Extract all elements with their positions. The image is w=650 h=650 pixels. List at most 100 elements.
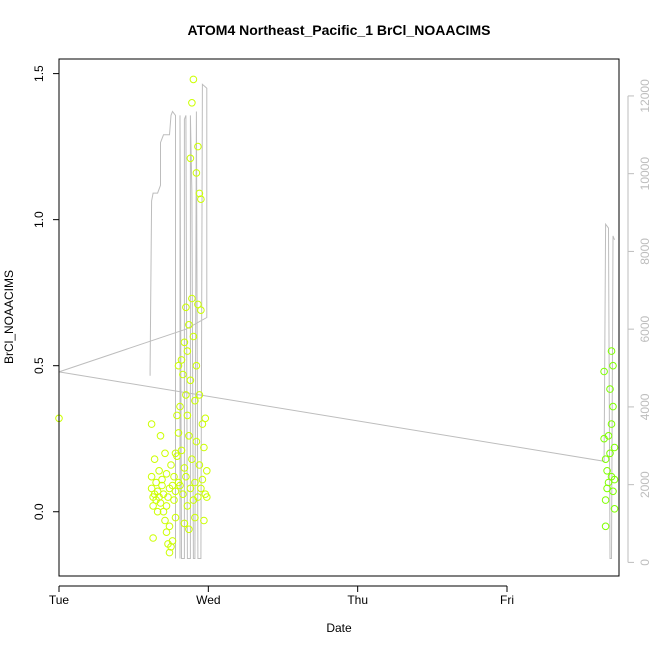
data-point — [183, 411, 192, 420]
data-point — [158, 475, 166, 484]
right-tick-label: 12000 — [638, 79, 650, 113]
data-point — [177, 446, 186, 455]
y-tick-label: 1.0 — [32, 211, 46, 228]
data-point — [185, 432, 193, 440]
x-tick-label: Thu — [347, 593, 368, 607]
right-tick-label: 10000 — [638, 157, 650, 191]
data-point — [610, 505, 619, 513]
data-point — [150, 455, 159, 464]
data-point — [604, 432, 613, 440]
data-point — [149, 534, 157, 542]
data-point — [188, 294, 196, 303]
data-point — [162, 528, 171, 537]
data-point — [197, 484, 205, 493]
data-point — [201, 414, 210, 423]
data-point — [607, 347, 616, 355]
data-point — [156, 432, 165, 440]
data-point — [183, 502, 192, 510]
y-tick-label: 0.5 — [32, 357, 46, 374]
data-point — [194, 300, 202, 309]
right-tick-label: 4000 — [638, 393, 650, 420]
data-point — [170, 472, 178, 481]
data-point — [182, 303, 190, 312]
data-point — [609, 402, 617, 411]
data-point — [603, 467, 611, 475]
right-tick-label: 6000 — [638, 315, 650, 342]
right-tick-label: 0 — [638, 559, 650, 566]
x-axis: Tue Wed Thu Fri — [49, 585, 514, 607]
data-point — [194, 493, 202, 501]
x-axis-label: Date — [326, 621, 352, 635]
data-point — [195, 461, 204, 469]
data-point — [188, 99, 196, 107]
altitude-line-layer — [58, 83, 615, 559]
data-point — [161, 449, 169, 458]
data-point — [180, 338, 189, 347]
data-point — [191, 396, 199, 405]
data-point — [161, 516, 169, 525]
data-point — [173, 411, 181, 420]
data-point — [147, 472, 156, 481]
y-axis-label: BrCl_NOAACIMS — [2, 270, 16, 364]
data-point — [177, 356, 186, 364]
data-point — [179, 370, 187, 379]
data-point — [173, 452, 181, 461]
data-point — [604, 478, 613, 487]
data-point — [200, 443, 208, 452]
y-tick-label: 0.0 — [32, 503, 46, 520]
data-point — [197, 306, 205, 315]
data-point — [180, 464, 189, 472]
data-point — [155, 467, 163, 475]
data-point — [176, 402, 184, 411]
altitude-line-segment-1 — [58, 83, 615, 559]
y-axis: 0.0 0.5 1.0 1.5 — [32, 65, 60, 520]
altitude-line-segment-0 — [149, 110, 176, 559]
data-point — [165, 522, 174, 531]
data-point — [182, 472, 190, 481]
data-point — [186, 484, 195, 493]
data-point — [171, 513, 180, 522]
data-point — [192, 361, 201, 370]
y-tick-label: 1.5 — [32, 65, 46, 82]
data-point — [167, 461, 175, 469]
chart-title: ATOM4 Northeast_Pacific_1 BrCl_NOAACIMS — [188, 22, 491, 38]
data-point — [601, 496, 610, 504]
x-tick-label: Fri — [500, 593, 514, 607]
data-point — [189, 332, 198, 341]
data-point — [195, 189, 204, 198]
data-point — [601, 522, 610, 531]
data-point — [183, 347, 192, 355]
right-axis: 0 2000 4000 6000 8000 10000 12000 — [627, 79, 650, 566]
scatter-points-layer — [55, 75, 619, 557]
data-point — [165, 548, 174, 557]
data-point — [610, 443, 619, 452]
data-point — [149, 502, 157, 510]
data-point — [191, 513, 199, 522]
data-point — [606, 385, 614, 393]
data-point — [609, 487, 617, 496]
data-point — [179, 490, 187, 499]
data-point — [153, 487, 162, 496]
data-point — [180, 519, 189, 528]
data-point — [186, 376, 195, 385]
data-point — [174, 429, 183, 437]
data-point — [192, 169, 201, 177]
x-tick-label: Wed — [196, 593, 220, 607]
data-point — [189, 75, 198, 84]
data-point — [182, 391, 190, 399]
data-point — [147, 484, 156, 493]
data-point — [610, 475, 619, 484]
data-point — [600, 367, 608, 376]
data-point — [158, 481, 166, 490]
data-point — [153, 507, 162, 516]
data-point — [168, 481, 177, 490]
data-point — [606, 449, 614, 458]
data-point — [200, 516, 208, 525]
data-point — [203, 467, 211, 475]
right-tick-label: 2000 — [638, 471, 650, 498]
data-point — [186, 154, 195, 163]
data-point — [168, 537, 177, 545]
data-point — [164, 493, 172, 501]
